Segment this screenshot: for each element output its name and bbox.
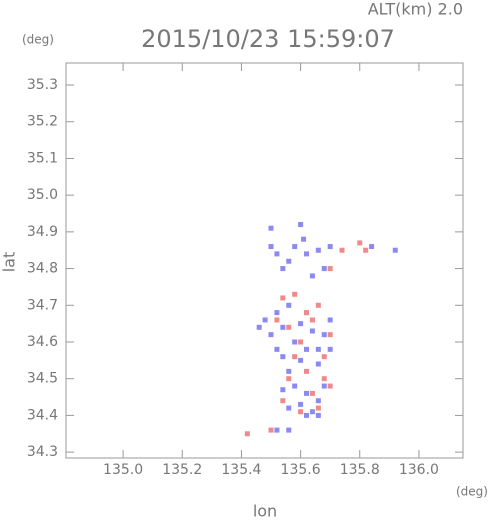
echo-point (286, 368, 292, 374)
echo-point (268, 427, 274, 433)
y-tick-label: 34.6 (27, 334, 58, 350)
x-tick-label: 135.6 (281, 462, 321, 478)
x-tick-label: 135.0 (103, 462, 143, 478)
echo-point (327, 317, 333, 323)
plot-frame (65, 62, 464, 459)
echo-point (327, 244, 333, 250)
echo-point (292, 354, 298, 360)
echo-point (327, 383, 333, 389)
x-tick-label: 136.0 (399, 462, 439, 478)
echo-point (304, 412, 310, 418)
echo-point (304, 368, 310, 374)
echo-point (304, 390, 310, 396)
echo-point (309, 390, 315, 396)
echo-point (274, 346, 280, 352)
echo-point (321, 354, 327, 360)
echo-point (298, 222, 304, 228)
echo-point (327, 332, 333, 338)
echo-point (262, 317, 268, 323)
altitude-label: ALT(km) 2.0 (368, 0, 463, 19)
echo-point (280, 266, 286, 272)
echo-point (280, 398, 286, 404)
echo-point (315, 405, 321, 411)
echo-point (280, 324, 286, 330)
y-tick-label: 35.0 (27, 187, 58, 203)
echo-point (315, 412, 321, 418)
echo-point (309, 273, 315, 279)
chart-title: 2015/10/23 15:59:07 (141, 25, 395, 53)
echo-point (298, 321, 304, 327)
echo-point (321, 376, 327, 382)
echo-point (268, 332, 274, 338)
echo-point (301, 236, 307, 242)
echo-point (274, 317, 280, 323)
echo-point (327, 346, 333, 352)
echo-point (315, 398, 321, 404)
x-tick-label: 135.2 (162, 462, 202, 478)
echo-point (309, 328, 315, 334)
x-tick-label: 135.8 (340, 462, 380, 478)
echo-point (298, 401, 304, 407)
y-unit: (deg) (22, 33, 54, 47)
echo-point (292, 244, 298, 250)
echo-point (292, 291, 298, 297)
echo-point (315, 247, 321, 253)
echo-point (280, 354, 286, 360)
echo-point (268, 225, 274, 231)
echo-point (321, 383, 327, 389)
echo-point (280, 295, 286, 301)
echo-point (298, 339, 304, 345)
echo-point (274, 310, 280, 316)
y-axis-label: lat (0, 252, 19, 273)
echo-point (357, 240, 363, 246)
echo-point (286, 302, 292, 308)
echo-point (274, 251, 280, 257)
echo-point (268, 244, 274, 250)
echo-point (286, 258, 292, 264)
y-tick-label: 35.3 (27, 77, 58, 93)
y-tick-label: 34.4 (27, 407, 58, 423)
echo-point (339, 247, 345, 253)
echo-point (304, 346, 310, 352)
echo-point (315, 302, 321, 308)
echo-point (304, 310, 310, 316)
echo-point (321, 332, 327, 338)
echo-point (309, 317, 315, 323)
echo-point (315, 346, 321, 352)
echo-point (286, 405, 292, 411)
x-tick-label: 135.4 (221, 462, 261, 478)
echo-point (392, 247, 398, 253)
echo-point (286, 324, 292, 330)
echo-point (298, 357, 304, 363)
y-tick-label: 34.9 (27, 224, 58, 240)
echo-point (363, 247, 369, 253)
echo-point (315, 361, 321, 367)
echo-point (280, 387, 286, 393)
echo-point (286, 427, 292, 433)
echo-point (309, 409, 315, 415)
echo-point (292, 339, 298, 345)
echo-point (327, 266, 333, 272)
echo-point (369, 244, 375, 250)
echo-point (256, 324, 262, 330)
y-tick-label: 34.5 (27, 371, 58, 387)
echo-point (304, 251, 310, 257)
y-tick-label: 34.8 (27, 261, 58, 277)
y-tick-label: 35.2 (27, 114, 58, 130)
x-unit: (deg) (456, 485, 488, 499)
echo-point (298, 409, 304, 415)
echo-point (292, 383, 298, 389)
echo-point (244, 431, 250, 437)
y-tick-label: 35.1 (27, 150, 58, 166)
x-axis-label: lon (253, 502, 277, 521)
echo-point (286, 376, 292, 382)
echo-point (321, 266, 327, 272)
y-tick-label: 34.3 (27, 444, 58, 460)
y-tick-label: 34.7 (27, 297, 58, 313)
echo-point (274, 427, 280, 433)
